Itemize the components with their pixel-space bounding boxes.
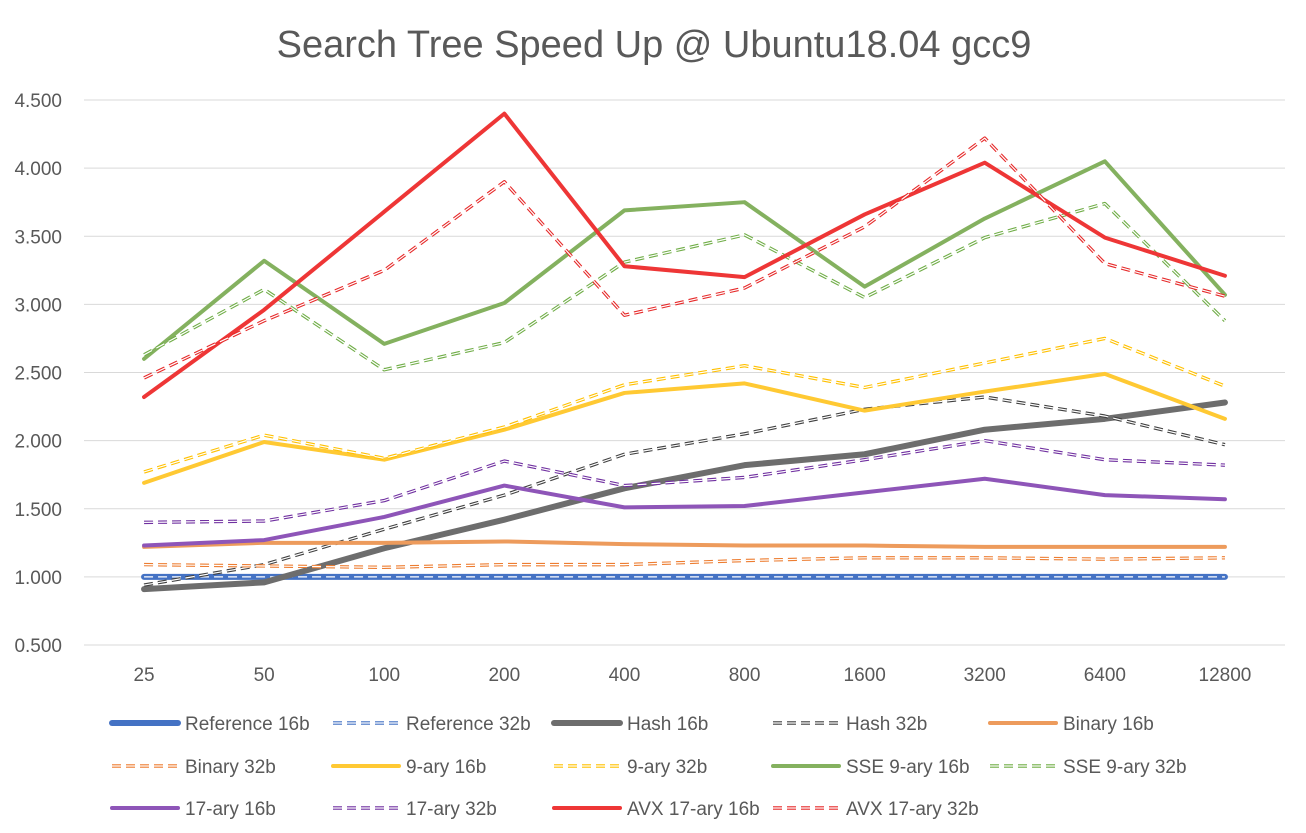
legend-label: 17-ary 16b (185, 799, 276, 820)
legend-item-17-ary-16b: 17-ary 16b (110, 799, 276, 820)
series-line-9-ary-32b-outer (143, 336, 1226, 474)
series-line-avx-17-ary-16b (142, 111, 1227, 400)
chart-title: Search Tree Speed Up @ Ubuntu18.04 gcc9 (277, 24, 1032, 66)
y-tick-label: 3.500 (14, 227, 62, 248)
series-line-9-ary-32b (143, 336, 1226, 474)
legend-item-avx-17-ary-32b: AVX 17-ary 32b (773, 799, 979, 820)
legend-label: Reference 32b (406, 714, 531, 735)
legend-label: AVX 17-ary 16b (627, 799, 760, 820)
legend-item-sse-9-ary-32b: SSE 9-ary 32b (990, 757, 1187, 778)
x-tick-label: 100 (368, 665, 400, 686)
series-line-17-ary-32b (144, 438, 1226, 525)
series-line-sse-9-ary-32b (143, 201, 1227, 372)
legend-item-hash-32b: Hash 32b (773, 714, 927, 735)
series-lines (141, 111, 1228, 593)
x-tick-label: 400 (609, 665, 641, 686)
series-line-hash-32b (143, 395, 1226, 587)
series-line-avx-17-ary-32b-inner (143, 137, 1226, 379)
legend-item-avx-17-ary-16b: AVX 17-ary 16b (552, 799, 760, 820)
legend-label: SSE 9-ary 32b (1063, 757, 1187, 778)
x-tick-label: 3200 (964, 665, 1006, 686)
x-tick-label: 50 (254, 665, 275, 686)
x-axis-ticks: 25 50 100 200 400 800 1600 3200 6400 12800 (133, 665, 1251, 686)
x-tick-label: 200 (488, 665, 520, 686)
legend-item-reference-32b: Reference 32b (333, 714, 531, 735)
series-line-17-ary-32b-inner (144, 440, 1225, 523)
legend-item-9-ary-32b: 9-ary 32b (554, 757, 707, 778)
series-line-binary-16b (142, 539, 1227, 549)
y-tick-label: 1.500 (14, 500, 62, 521)
legend: Reference 16b Reference 32b Hash 16b Hash 3… (109, 714, 1187, 820)
y-tick-label: 4.500 (14, 91, 62, 112)
x-tick-label: 25 (133, 665, 154, 686)
legend-label: 9-ary 16b (406, 757, 486, 778)
y-tick-label: 3.000 (14, 295, 62, 316)
series-line-9-ary-32b-inner (143, 337, 1226, 473)
legend-item-sse-9-ary-16b: SSE 9-ary 16b (771, 757, 970, 778)
series-line-9-ary-16b (142, 371, 1227, 485)
legend-item-reference-16b: Reference 16b (109, 714, 310, 735)
legend-label: Hash 32b (846, 714, 927, 735)
series-line-sse-9-ary-32b-outer (143, 201, 1227, 372)
y-tick-label: 4.000 (14, 159, 62, 180)
legend-item-9-ary-16b: 9-ary 16b (331, 757, 486, 778)
series-line-binary-32b-inner (144, 557, 1225, 568)
legend-item-hash-16b: Hash 16b (551, 714, 708, 735)
legend-label: Binary 16b (1063, 714, 1154, 735)
series-line-17-ary-16b (142, 476, 1227, 548)
legend-label: SSE 9-ary 16b (846, 757, 970, 778)
legend-label: Reference 16b (185, 714, 310, 735)
series-line-binary-32b (144, 556, 1225, 570)
legend-item-17-ary-32b: 17-ary 32b (333, 799, 497, 820)
legend-label: 17-ary 32b (406, 799, 497, 820)
x-tick-label: 6400 (1084, 665, 1126, 686)
legend-item-binary-32b: Binary 32b (112, 757, 276, 778)
x-tick-label: 800 (729, 665, 761, 686)
legend-label: 9-ary 32b (627, 757, 707, 778)
legend-label: AVX 17-ary 32b (846, 799, 979, 820)
y-axis-ticks: 0.500 1.000 1.500 2.000 2.500 3.000 3.500 4.000… (14, 91, 62, 657)
y-tick-label: 0.500 (14, 636, 62, 657)
legend-item-binary-16b: Binary 16b (988, 714, 1154, 735)
legend-label: Hash 16b (627, 714, 708, 735)
x-tick-label: 1600 (844, 665, 886, 686)
x-tick-label: 12800 (1199, 665, 1252, 686)
series-line-avx-17-ary-32b (143, 136, 1226, 380)
y-tick-label: 2.500 (14, 364, 62, 385)
series-line-hash-16b (141, 399, 1228, 593)
series-line-sse-9-ary-16b (142, 159, 1227, 361)
y-tick-label: 1.000 (14, 568, 62, 589)
series-line-hash-32b-inner (143, 396, 1226, 586)
y-tick-label: 2.000 (14, 432, 62, 453)
legend-label: Binary 32b (185, 757, 276, 778)
series-line-sse-9-ary-32b-inner (143, 202, 1226, 371)
series-line-avx-17-ary-32b-outer (143, 136, 1226, 380)
